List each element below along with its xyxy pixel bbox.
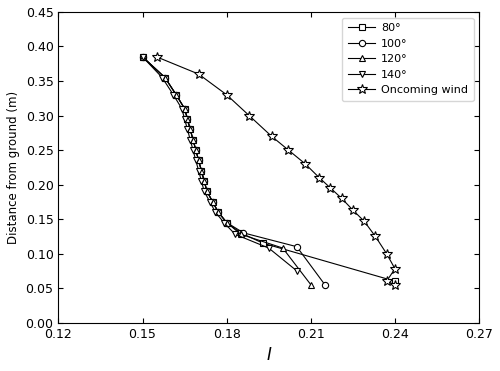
Oncoming wind xyxy=(384,279,390,283)
Oncoming wind xyxy=(302,162,308,166)
120° xyxy=(184,117,190,121)
Oncoming wind xyxy=(384,252,390,256)
100° xyxy=(294,244,300,249)
100° xyxy=(193,148,199,152)
120° xyxy=(204,189,210,194)
120° xyxy=(308,282,314,287)
120° xyxy=(182,106,188,111)
80° xyxy=(260,241,266,246)
140° xyxy=(182,117,188,121)
Oncoming wind xyxy=(224,93,230,97)
100° xyxy=(184,117,190,121)
80° xyxy=(184,117,190,121)
100° xyxy=(190,137,196,142)
Oncoming wind xyxy=(154,55,160,59)
140° xyxy=(221,220,227,225)
120° xyxy=(187,127,193,132)
80° xyxy=(210,200,216,204)
100° xyxy=(240,231,246,235)
100° xyxy=(140,55,145,59)
Legend: 80°, 100°, 120°, 140°, Oncoming wind: 80°, 100°, 120°, 140°, Oncoming wind xyxy=(342,17,473,101)
120° xyxy=(198,168,204,173)
140° xyxy=(190,148,196,152)
140° xyxy=(201,189,207,194)
100° xyxy=(210,200,216,204)
120° xyxy=(196,158,202,162)
Oncoming wind xyxy=(338,196,344,201)
Oncoming wind xyxy=(328,186,334,190)
Line: Oncoming wind: Oncoming wind xyxy=(152,52,400,289)
120° xyxy=(210,200,216,204)
X-axis label: $I$: $I$ xyxy=(266,346,272,364)
Oncoming wind xyxy=(246,113,252,118)
140° xyxy=(266,246,272,250)
140° xyxy=(159,75,165,80)
100° xyxy=(201,179,207,183)
120° xyxy=(190,137,196,142)
80° xyxy=(238,231,244,235)
Oncoming wind xyxy=(316,175,322,180)
80° xyxy=(140,55,145,59)
100° xyxy=(322,282,328,287)
120° xyxy=(173,93,179,97)
120° xyxy=(140,55,145,59)
140° xyxy=(184,127,190,132)
Oncoming wind xyxy=(268,134,274,138)
80° xyxy=(201,179,207,183)
Oncoming wind xyxy=(392,282,398,287)
80° xyxy=(162,75,168,80)
120° xyxy=(201,179,207,183)
140° xyxy=(232,232,238,236)
80° xyxy=(198,168,204,173)
140° xyxy=(179,106,185,111)
80° xyxy=(215,210,221,214)
Line: 80°: 80° xyxy=(140,54,398,284)
Line: 140°: 140° xyxy=(140,54,300,274)
Line: 120°: 120° xyxy=(140,54,314,288)
120° xyxy=(215,210,221,214)
80° xyxy=(392,279,398,283)
Oncoming wind xyxy=(286,148,292,152)
100° xyxy=(187,127,193,132)
80° xyxy=(190,137,196,142)
80° xyxy=(196,158,202,162)
80° xyxy=(204,189,210,194)
140° xyxy=(140,55,145,59)
Oncoming wind xyxy=(350,208,356,212)
100° xyxy=(182,106,188,111)
Y-axis label: Distance from ground (m): Distance from ground (m) xyxy=(7,91,20,244)
120° xyxy=(280,246,286,250)
120° xyxy=(224,220,230,225)
140° xyxy=(170,93,176,97)
Line: 100°: 100° xyxy=(140,54,328,288)
80° xyxy=(193,148,199,152)
100° xyxy=(215,210,221,214)
120° xyxy=(238,232,244,236)
100° xyxy=(196,158,202,162)
Oncoming wind xyxy=(196,72,202,76)
140° xyxy=(187,137,193,142)
140° xyxy=(212,210,218,214)
120° xyxy=(193,148,199,152)
Oncoming wind xyxy=(361,219,367,223)
100° xyxy=(198,168,204,173)
140° xyxy=(207,200,213,204)
80° xyxy=(224,220,230,225)
100° xyxy=(224,220,230,225)
140° xyxy=(198,179,204,183)
100° xyxy=(162,75,168,80)
100° xyxy=(204,189,210,194)
Oncoming wind xyxy=(372,234,378,239)
Oncoming wind xyxy=(392,266,398,271)
140° xyxy=(196,168,202,173)
80° xyxy=(173,93,179,97)
80° xyxy=(182,106,188,111)
140° xyxy=(193,158,199,162)
120° xyxy=(162,75,168,80)
80° xyxy=(187,127,193,132)
100° xyxy=(173,93,179,97)
140° xyxy=(294,269,300,273)
